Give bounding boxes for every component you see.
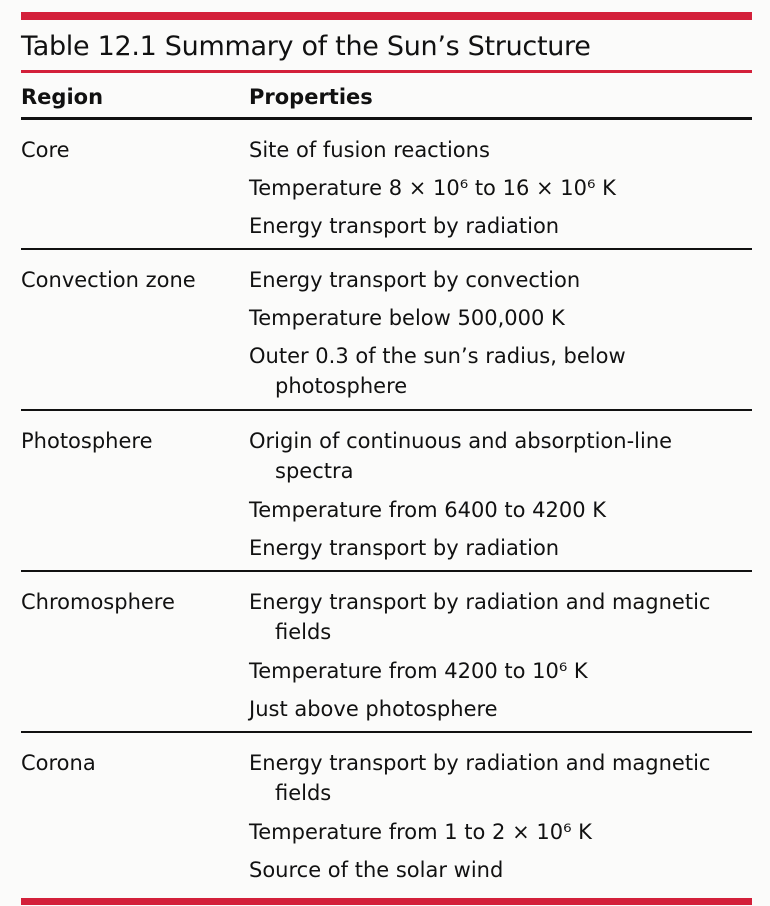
property-text: Energy transport by convection xyxy=(249,268,581,292)
row-divider xyxy=(21,731,752,733)
property-item: Temperature below 500,000 K xyxy=(249,299,752,337)
property-text: Temperature below 500,000 K xyxy=(249,306,565,330)
property-text-continuation: spectra xyxy=(275,459,354,483)
table-row: Convection zone Energy transport by conve… xyxy=(21,250,752,409)
property-text-continuation: photosphere xyxy=(275,374,408,398)
header-region: Region xyxy=(21,85,104,109)
property-item: Origin of continuous and absorption-line… xyxy=(249,422,752,491)
properties-cell: Site of fusion reactions Temperature 8 × … xyxy=(249,131,752,245)
property-item: Site of fusion reactions xyxy=(249,131,752,169)
property-item: Source of the solar wind xyxy=(249,851,752,889)
property-item: Outer 0.3 of the sun’s radius, below phot… xyxy=(249,337,752,406)
property-item: Energy transport by convection xyxy=(249,261,752,299)
row-divider xyxy=(21,409,752,411)
property-text: Outer 0.3 of the sun’s radius, below xyxy=(249,344,626,368)
region-cell: Core xyxy=(21,138,70,162)
property-item: Energy transport by radiation xyxy=(249,529,752,567)
table-row: Corona Energy transport by radiation and … xyxy=(21,733,752,892)
property-text: Source of the solar wind xyxy=(249,858,504,882)
header-properties: Properties xyxy=(249,85,373,109)
table-row: Core Site of fusion reactions Temperature … xyxy=(21,120,752,248)
property-text-continuation: fields xyxy=(275,620,332,644)
property-text: Energy transport by radiation and magnet… xyxy=(249,751,711,775)
property-item: Just above photosphere xyxy=(249,690,752,728)
region-cell: Photosphere xyxy=(21,429,153,453)
property-text: Energy transport by radiation xyxy=(249,214,560,238)
property-item: Temperature from 6400 to 4200 K xyxy=(249,491,752,529)
properties-cell: Energy transport by radiation and magnet… xyxy=(249,744,752,889)
row-divider xyxy=(21,570,752,572)
property-item: Energy transport by radiation and magnet… xyxy=(249,583,752,652)
table-title: Table 12.1 Summary of the Sun’s Structur… xyxy=(21,31,591,62)
property-text-continuation: fields xyxy=(275,781,332,805)
region-cell: Chromosphere xyxy=(21,590,175,614)
property-item: Energy transport by radiation xyxy=(249,207,752,245)
properties-cell: Origin of continuous and absorption-line… xyxy=(249,422,752,567)
properties-cell: Energy transport by convection Temperatur… xyxy=(249,261,752,406)
table-row: Chromosphere Energy transport by radiatio… xyxy=(21,572,752,731)
properties-cell: Energy transport by radiation and magnet… xyxy=(249,583,752,728)
property-text: Temperature from 1 to 2 × 10⁶ K xyxy=(249,820,592,844)
row-divider xyxy=(21,248,752,250)
region-cell: Corona xyxy=(21,751,96,775)
property-item: Energy transport by radiation and magnet… xyxy=(249,744,752,813)
property-item: Temperature from 1 to 2 × 10⁶ K xyxy=(249,813,752,851)
property-text: Temperature from 4200 to 10⁶ K xyxy=(249,659,588,683)
property-text: Temperature from 6400 to 4200 K xyxy=(249,498,607,522)
property-text: Just above photosphere xyxy=(249,697,498,721)
table-row: Photosphere Origin of continuous and abso… xyxy=(21,411,752,570)
region-cell: Convection zone xyxy=(21,268,196,292)
sun-structure-table: Table 12.1 Summary of the Sun’s Structur… xyxy=(21,12,752,905)
property-text: Energy transport by radiation xyxy=(249,536,560,560)
header-rule xyxy=(21,117,752,120)
title-rule xyxy=(21,70,752,73)
property-text: Origin of continuous and absorption-line xyxy=(249,429,673,453)
property-text: Energy transport by radiation and magnet… xyxy=(249,590,711,614)
property-item: Temperature from 4200 to 10⁶ K xyxy=(249,652,752,690)
property-text: Site of fusion reactions xyxy=(249,138,490,162)
property-text: Temperature 8 × 10⁶ to 16 × 10⁶ K xyxy=(249,176,616,200)
table-body: Core Site of fusion reactions Temperature … xyxy=(21,120,752,892)
table-header: Region Properties xyxy=(21,73,752,117)
property-item: Temperature 8 × 10⁶ to 16 × 10⁶ K xyxy=(249,169,752,207)
bottom-red-bar xyxy=(21,898,752,905)
top-red-bar xyxy=(21,12,752,20)
